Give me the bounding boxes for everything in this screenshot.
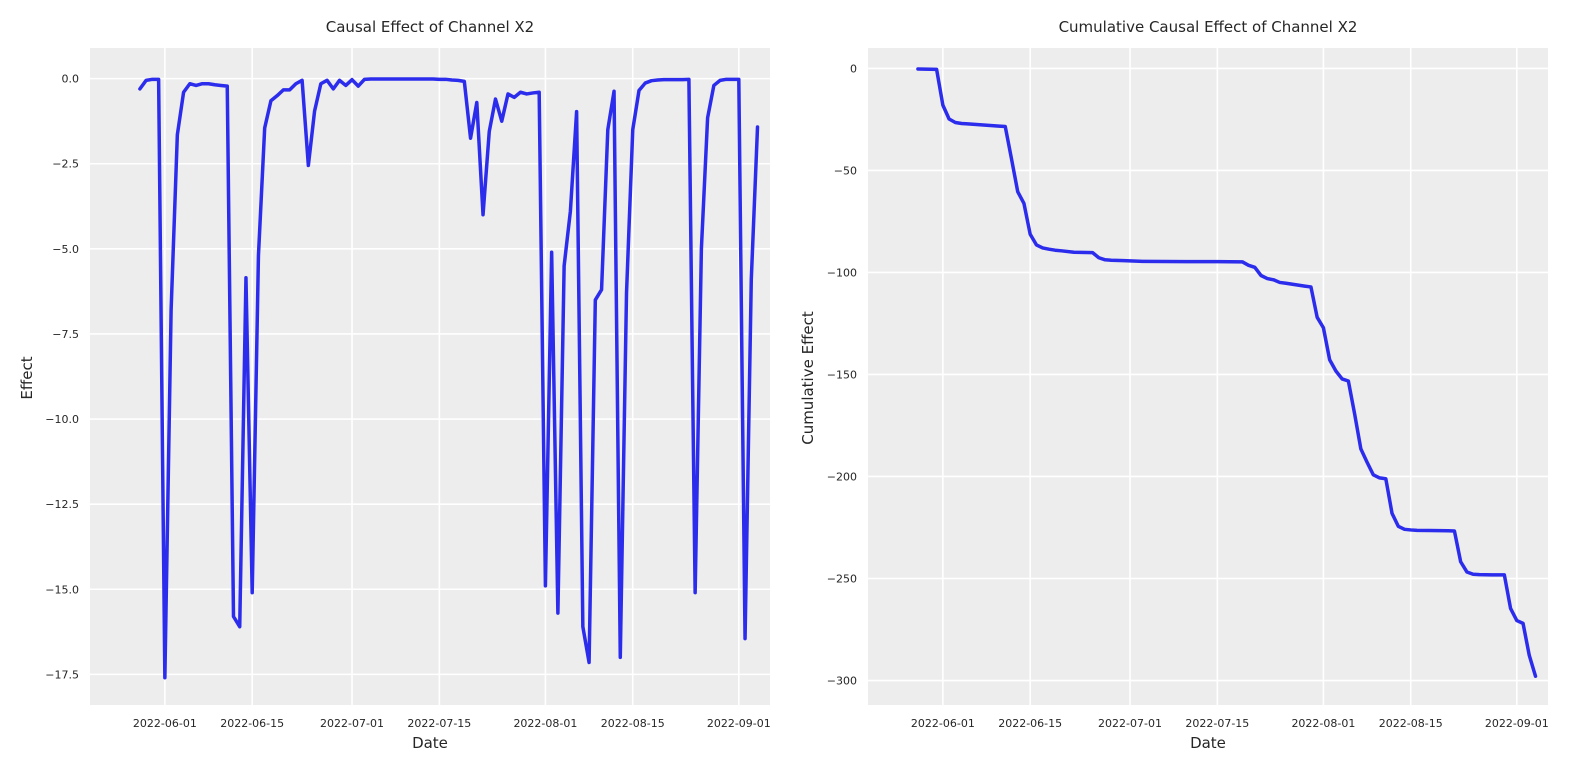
x-tick-label: 2022-08-01 <box>1291 717 1355 730</box>
x-tick-label: 2022-08-15 <box>601 717 665 730</box>
series-line <box>916 67 1538 678</box>
y-tick-label: −50 <box>834 164 857 177</box>
x-tick-label: 2022-07-15 <box>1185 717 1249 730</box>
x-tick-label: 2022-09-01 <box>707 717 771 730</box>
y-tick-label: −200 <box>827 470 857 483</box>
y-tick-label: −100 <box>827 266 857 279</box>
x-tick-label: 2022-07-01 <box>1098 717 1162 730</box>
x-tick-labels: 2022-06-01 2022-06-15 2022-07-01 2022-07-15… <box>911 717 1549 730</box>
x-tick-label: 2022-06-15 <box>220 717 284 730</box>
grid-lines <box>868 48 1548 705</box>
chart-title: Causal Effect of Channel X2 <box>326 18 534 36</box>
plot-area <box>90 48 770 705</box>
chart-causal-effect: Causal Effect of Channel X2 2022-06-01 20… <box>18 18 771 752</box>
x-tick-label: 2022-08-01 <box>513 717 577 730</box>
x-tick-label: 2022-07-15 <box>407 717 471 730</box>
y-axis-label: Cumulative Effect <box>799 311 817 445</box>
y-tick-label: −2.5 <box>52 158 79 171</box>
y-tick-label: −300 <box>827 675 857 688</box>
x-tick-label: 2022-06-01 <box>911 717 975 730</box>
y-axis-label: Effect <box>18 356 36 399</box>
y-tick-label: −12.5 <box>45 498 79 511</box>
y-tick-label: 0.0 <box>62 73 80 86</box>
y-tick-labels: 0 −50 −100 −150 −200 −250 −300 <box>827 62 857 687</box>
x-tick-label: 2022-09-01 <box>1485 717 1549 730</box>
chart-cumulative-effect: Cumulative Causal Effect of Channel X2 2… <box>799 18 1549 752</box>
x-axis-label: Date <box>412 734 448 752</box>
y-tick-label: −5.0 <box>52 243 79 256</box>
series-layer <box>916 67 1538 678</box>
x-tick-label: 2022-06-15 <box>998 717 1062 730</box>
y-tick-label: −17.5 <box>45 668 79 681</box>
chart-title: Cumulative Causal Effect of Channel X2 <box>1059 18 1358 36</box>
x-tick-label: 2022-06-01 <box>133 717 197 730</box>
plot-area <box>868 48 1548 705</box>
x-tick-label: 2022-08-15 <box>1379 717 1443 730</box>
series-layer <box>138 77 760 680</box>
y-tick-label: −250 <box>827 572 857 585</box>
y-tick-label: −150 <box>827 368 857 381</box>
series-line <box>138 77 760 680</box>
y-tick-label: −7.5 <box>52 328 79 341</box>
y-tick-label: −10.0 <box>45 413 79 426</box>
y-tick-labels: 0.0 −2.5 −5.0 −7.5 −10.0 −12.5 −15.0 −17.5 <box>45 73 79 682</box>
x-axis-label: Date <box>1190 734 1226 752</box>
x-tick-label: 2022-07-01 <box>320 717 384 730</box>
x-tick-labels: 2022-06-01 2022-06-15 2022-07-01 2022-07-15… <box>133 717 771 730</box>
y-tick-label: 0 <box>850 62 857 75</box>
y-tick-label: −15.0 <box>45 583 79 596</box>
